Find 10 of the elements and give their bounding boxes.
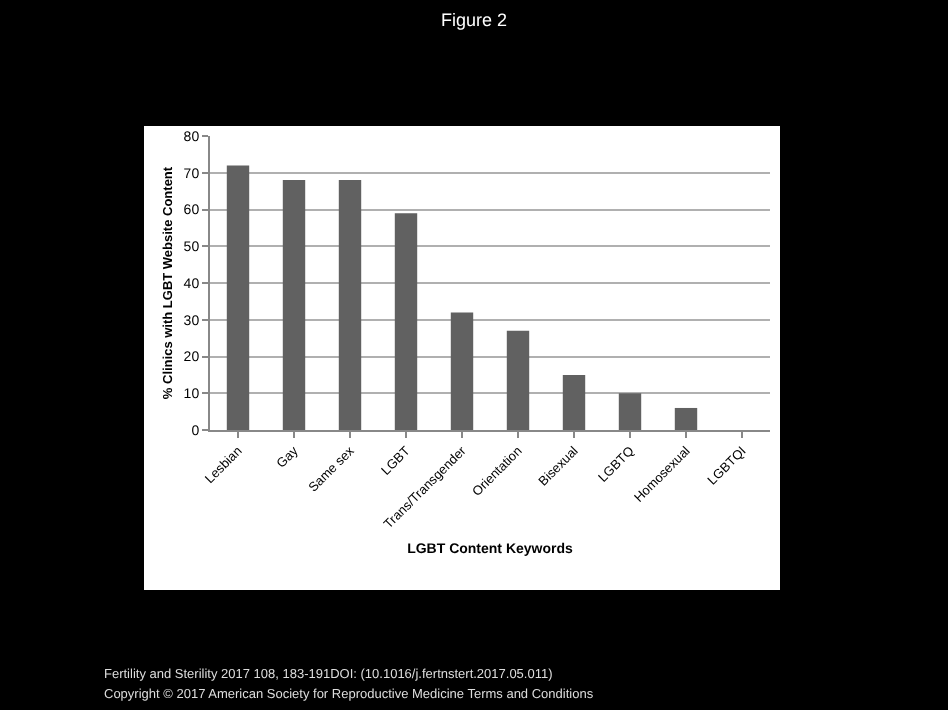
bar bbox=[338, 180, 362, 430]
bar bbox=[450, 312, 474, 430]
bar bbox=[282, 180, 306, 430]
bar bbox=[618, 393, 642, 430]
chart-title: Figure 2 bbox=[440, 10, 508, 31]
bar bbox=[394, 213, 418, 430]
bar bbox=[674, 407, 698, 430]
bar bbox=[562, 374, 586, 430]
bar bbox=[226, 165, 250, 430]
bar bbox=[506, 330, 530, 430]
